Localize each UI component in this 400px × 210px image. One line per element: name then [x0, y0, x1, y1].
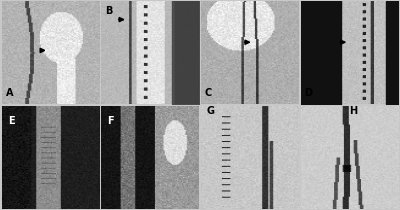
Text: C: C [205, 88, 212, 98]
Text: F: F [107, 116, 114, 126]
Text: H: H [349, 106, 357, 116]
Text: D: D [304, 88, 312, 98]
Text: B: B [105, 7, 113, 17]
Text: E: E [8, 116, 14, 126]
Text: A: A [6, 88, 14, 98]
Text: G: G [207, 106, 215, 116]
